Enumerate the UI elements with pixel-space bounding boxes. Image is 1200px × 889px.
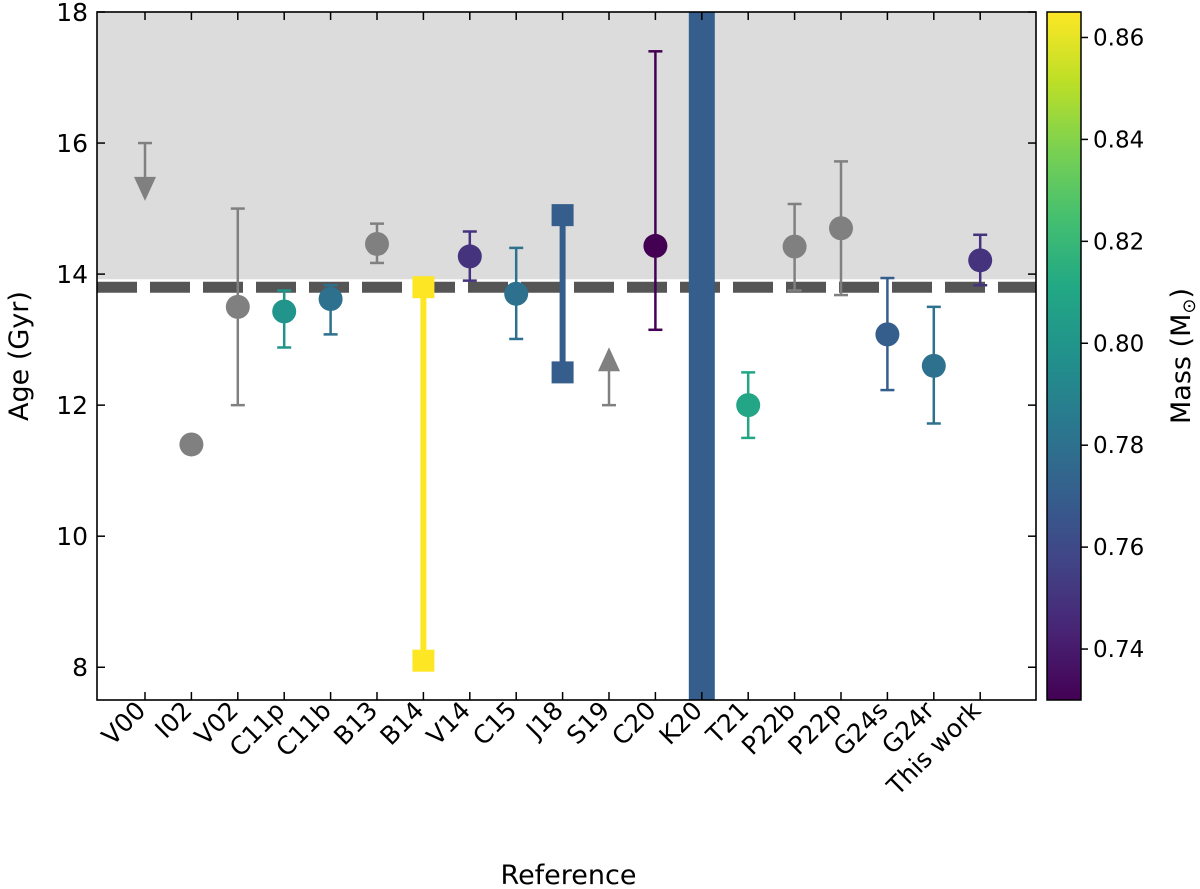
colorbar-tick-label: 0.76 — [1093, 535, 1144, 561]
lower-limit-arrow-s19 — [598, 347, 620, 372]
x-tick-label: G24s — [828, 696, 894, 762]
colorbar-title-text: Mass (M — [1166, 314, 1197, 424]
x-tick-label: P22b — [736, 696, 801, 761]
x-tick-label: C11b — [270, 696, 337, 763]
colorbar-title-close: ) — [1166, 288, 1197, 299]
colorbar-frame — [1046, 11, 1082, 701]
x-tick-label: V14 — [421, 696, 476, 751]
y-tick-label: 18 — [56, 0, 88, 27]
colorbar-tick-label: 0.84 — [1093, 127, 1144, 153]
y-tick-label: 8 — [72, 653, 88, 682]
x-tick-label: C15 — [467, 696, 522, 751]
data-point-i02 — [179, 432, 204, 457]
data-point-c11p — [272, 299, 297, 324]
data-point-p22p — [829, 216, 853, 241]
data-point-g24r — [921, 353, 946, 378]
x-tick-label: C20 — [606, 696, 661, 751]
colorbar-tick-label: 0.82 — [1093, 229, 1144, 255]
data-point-c11b — [318, 286, 343, 311]
data-point-v02 — [225, 294, 250, 319]
colorbar-title-subscript: ⊙ — [1179, 299, 1200, 314]
x-tick-label: B14 — [375, 696, 430, 751]
colorbar-tick-label: 0.74 — [1093, 637, 1144, 663]
colorbar-title: Mass (M⊙) — [1166, 288, 1200, 424]
plot-frame — [96, 11, 1037, 701]
upper-limit-arrow-v00 — [134, 176, 156, 201]
data-point-g24s — [875, 322, 900, 347]
colorbar-tick-label: 0.86 — [1093, 25, 1144, 51]
y-tick-label: 12 — [56, 391, 88, 420]
y-tick-label: 14 — [56, 260, 88, 289]
data-point-t21 — [736, 393, 761, 418]
range-high-square-j18 — [551, 204, 574, 227]
x-tick-label: B13 — [328, 696, 383, 751]
x-axis-title: Reference — [501, 860, 637, 889]
colorbar-tick-label: 0.80 — [1093, 331, 1144, 357]
range-high-square-b14 — [412, 276, 435, 299]
data-point-c15 — [504, 281, 529, 306]
range-low-square-j18 — [551, 361, 574, 384]
shaded-region — [97, 12, 1036, 288]
data-point-b13 — [365, 231, 389, 256]
colorbar-gradient — [1047, 12, 1081, 700]
x-tick-label: I02 — [149, 696, 197, 744]
y-tick-label: 10 — [56, 522, 88, 551]
x-tick-label: K20 — [653, 696, 708, 751]
range-low-square-b14 — [412, 649, 435, 672]
band-k20 — [688, 12, 715, 700]
y-axis-title: Age (Gyr) — [4, 291, 35, 421]
data-point-v14 — [457, 244, 482, 269]
data-point-this-work — [968, 248, 993, 273]
y-tick-label: 16 — [56, 129, 88, 158]
data-point-p22b — [782, 234, 807, 259]
x-tick-label: V00 — [96, 696, 151, 751]
x-tick-label: J18 — [519, 696, 569, 746]
data-point-c20 — [643, 233, 668, 258]
colorbar-tick-label: 0.78 — [1093, 433, 1144, 459]
x-tick-label: S19 — [561, 696, 615, 750]
